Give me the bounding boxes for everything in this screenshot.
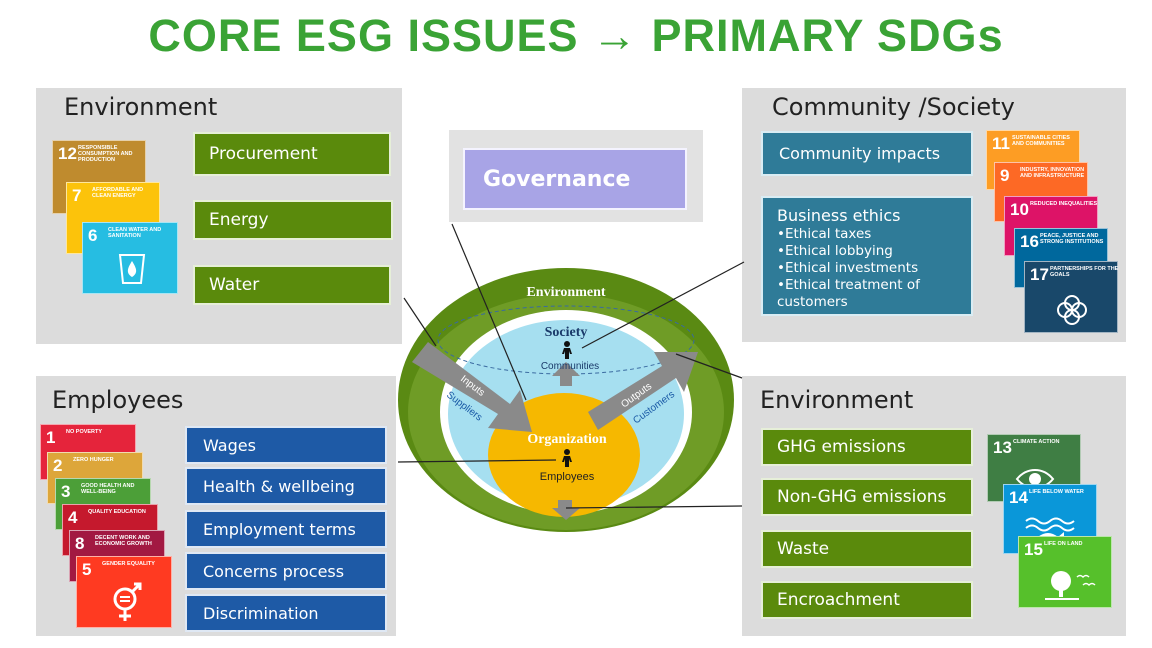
sdg-number: 1 [46, 428, 56, 447]
sdg-label: SUSTAINABLE CITIES AND COMMUNITIES [1012, 135, 1070, 147]
sdg-label: CLEAN WATER AND SANITATION [108, 227, 162, 239]
water-drop-icon [118, 254, 146, 284]
ethics-item: Ethical lobbying [777, 243, 971, 260]
connector-line [565, 505, 743, 509]
community-panel-title: Community /Society [772, 93, 1015, 121]
sdg-number: 17 [1030, 265, 1049, 284]
communities-label: Communities [541, 361, 599, 372]
sdg-number: 13 [993, 438, 1012, 457]
connector-line [451, 223, 527, 401]
tree-birds-icon [1045, 571, 1096, 600]
business-ethics-box: Business ethics Ethical taxes Ethical lo… [761, 196, 973, 316]
sdg-number: 12 [58, 144, 77, 163]
person-icon [562, 341, 572, 359]
ethics-list: Ethical taxes Ethical lobbying Ethical i… [777, 226, 971, 311]
ethics-item: Ethical taxes [777, 226, 971, 243]
sdg-6-tile: 6 CLEAN WATER AND SANITATION [82, 222, 178, 294]
environment-bottom-panel-title: Environment [760, 386, 914, 414]
organization-label: Organization [527, 432, 607, 447]
sdg-15-tile: 15 LIFE ON LAND [1018, 536, 1112, 608]
connector-line [675, 353, 743, 379]
ethics-item: Ethical investments [777, 260, 971, 277]
sdg-number: 7 [72, 186, 82, 205]
employees-label: Employees [540, 471, 595, 483]
page-title: CORE ESG ISSUES → PRIMARY SDGs [148, 10, 1004, 61]
environment-panel-title: Environment [64, 93, 218, 121]
sdg-number: 11 [992, 134, 1010, 153]
dashed-orbit [437, 305, 695, 375]
discrimination-box: Discrimination [185, 594, 387, 632]
connector-line [581, 261, 745, 349]
sdg-13-tile: 13 CLIMATE ACTION [987, 434, 1081, 502]
partnership-flower-icon [1057, 295, 1087, 325]
wages-box: Wages [185, 426, 387, 464]
energy-box: Energy [193, 200, 393, 240]
sdg-number: 9 [1000, 166, 1010, 185]
up-arrow [552, 362, 580, 386]
governance-box: Governance [463, 148, 687, 210]
down-arrow [552, 500, 580, 520]
sdg-number: 16 [1020, 232, 1039, 251]
sdg-label: AFFORDABLE AND CLEAN ENERGY [92, 187, 144, 199]
sdg-number: 2 [53, 456, 63, 475]
encroachment-box: Encroachment [761, 581, 973, 619]
sdg-5-tile: 5 GENDER EQUALITY [76, 556, 172, 628]
gender-equality-icon [113, 582, 142, 621]
sdg-label: QUALITY EDUCATION [88, 509, 146, 515]
sdg-17-tile: 17 PARTNERSHIPS FOR THE GOALS [1024, 261, 1118, 333]
sdg-label: REDUCED INEQUALITIES [1030, 201, 1098, 207]
sdg-label: PEACE, JUSTICE AND STRONG INSTITUTIONS [1040, 233, 1104, 245]
sdg-number: 14 [1009, 488, 1028, 507]
inputs-arrow [412, 342, 532, 432]
sdg-label: PARTNERSHIPS FOR THE GOALS [1050, 266, 1119, 278]
environment-ring-label: Environment [526, 285, 605, 300]
concerns-process-box: Concerns process [185, 552, 387, 590]
sdg-label: CLIMATE ACTION [1013, 439, 1060, 445]
sdg-number: 3 [61, 482, 71, 501]
sdg-label: ZERO HUNGER [73, 457, 114, 463]
sdg-label: LIFE BELOW WATER [1029, 489, 1084, 495]
sdg-number: 8 [75, 534, 85, 553]
ghg-emissions-box: GHG emissions [761, 428, 973, 466]
waste-box: Waste [761, 530, 973, 568]
sdg-number: 10 [1010, 200, 1029, 219]
sdg-label: GOOD HEALTH AND WELL-BEING [81, 483, 135, 495]
business-ethics-title: Business ethics [777, 206, 901, 225]
sdg-label: LIFE ON LAND [1044, 541, 1083, 547]
sdg-number: 5 [82, 560, 92, 579]
employees-panel-title: Employees [52, 386, 184, 414]
connector-line [403, 297, 437, 347]
outputs-arrow [588, 352, 698, 430]
sdg-label: DECENT WORK AND ECONOMIC GROWTH [95, 535, 152, 547]
sdg-label: INDUSTRY, INNOVATION AND INFRASTRUCTURE [1020, 167, 1085, 179]
connector-line [397, 459, 557, 463]
ethics-item: Ethical treatment of customers [777, 277, 971, 311]
procurement-box: Procurement [193, 132, 391, 176]
person-icon [562, 449, 572, 467]
sdg-number: 15 [1024, 540, 1043, 559]
sdg-number: 6 [88, 226, 98, 245]
governance-label: Governance [483, 166, 631, 192]
water-box: Water [193, 265, 391, 305]
sdg-label: GENDER EQUALITY [102, 561, 155, 567]
community-impacts-box: Community impacts [761, 131, 973, 176]
non-ghg-emissions-box: Non-GHG emissions [761, 478, 973, 516]
sdg-label: NO POVERTY [66, 429, 103, 435]
employment-terms-box: Employment terms [185, 510, 387, 548]
society-label: Society [545, 325, 588, 340]
health-wellbeing-box: Health & wellbeing [185, 467, 387, 505]
community-impacts-label: Community impacts [779, 144, 941, 163]
sdg-label: RESPONSIBLE CONSUMPTION AND PRODUCTION [78, 145, 133, 163]
sdg-number: 4 [68, 508, 78, 527]
